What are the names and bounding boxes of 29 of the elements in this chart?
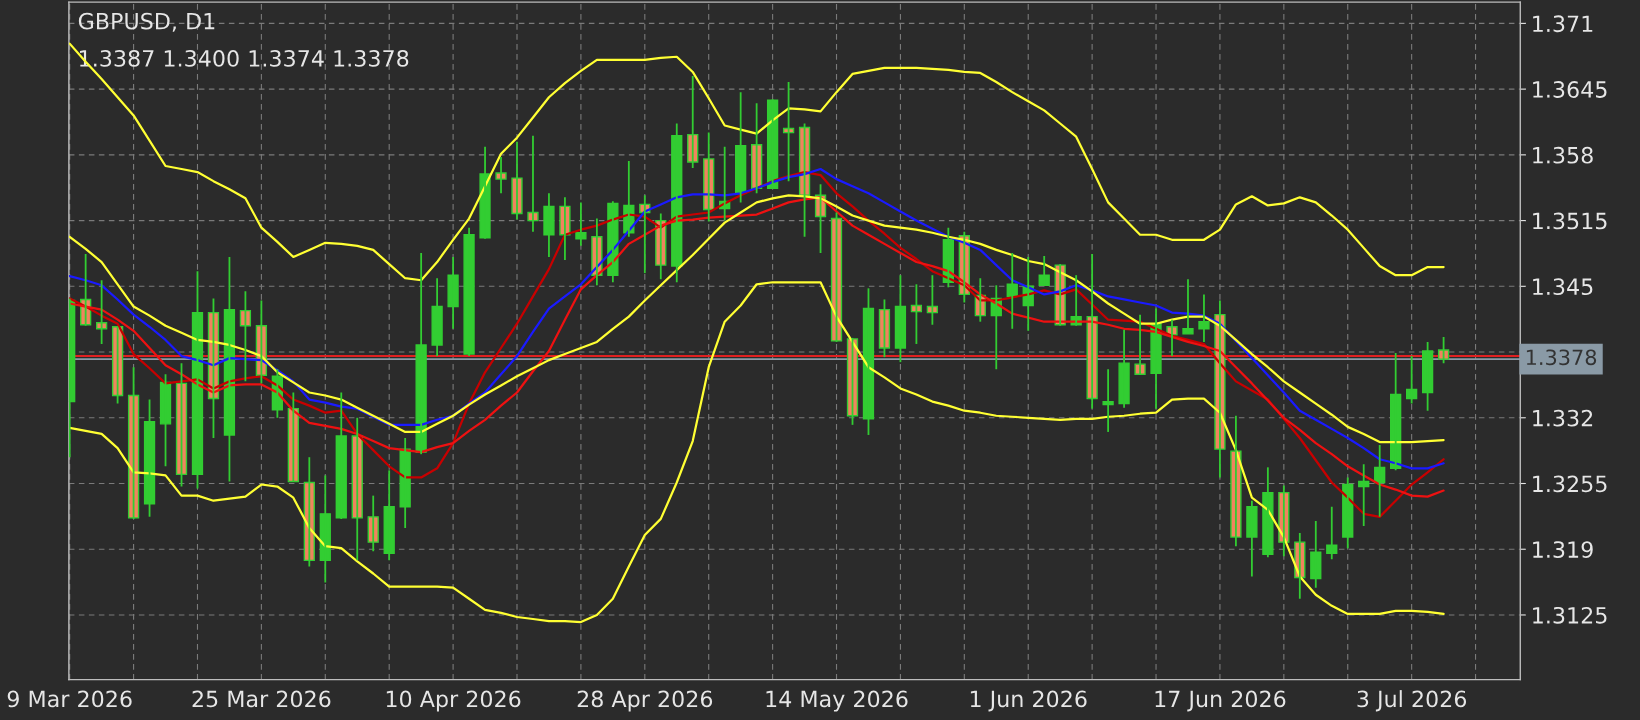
line-series — [68, 281, 1445, 624]
y-tick-label: 1.332 — [1533, 409, 1593, 427]
x-tick-label: 17 Jun 2026 — [1155, 690, 1286, 712]
y-tick-label: 1.319 — [1533, 541, 1593, 558]
chart-title: GBPUSD, D1 — [78, 12, 215, 32]
x-tick-label: 28 Apr 2026 — [577, 690, 713, 712]
candlestick — [495, 155, 507, 195]
y-tick-label: 1.345 — [1533, 278, 1593, 296]
x-tick-label: 1 Jun 2026 — [970, 690, 1087, 712]
candlestick — [1246, 499, 1258, 578]
x-tick-label: 9 Mar 2026 — [7, 690, 132, 708]
candlestick — [1182, 278, 1194, 335]
y-tick-label: 1.358 — [1533, 146, 1593, 164]
candlestick — [447, 256, 459, 330]
y-tick-label: 1.371 — [1533, 15, 1593, 33]
x-tick-label: 14 May 2026 — [766, 690, 908, 712]
candlestick — [1134, 313, 1146, 376]
x-tick-label: 25 Mar 2026 — [192, 690, 331, 708]
candlestick — [511, 140, 523, 221]
x-tick-label: 3 Jul 2026 — [1357, 690, 1467, 712]
x-tick-label: 10 Apr 2026 — [386, 690, 521, 712]
ref-line-label: 1.3378 — [1526, 349, 1597, 366]
line-series — [68, 42, 1445, 282]
y-tick-label: 1.3515 — [1533, 212, 1607, 230]
y-tick-label: 1.3255 — [1533, 475, 1607, 493]
y-tick-label: 1.3125 — [1533, 606, 1607, 624]
candlestick — [1437, 335, 1450, 365]
y-tick-label: 1.3645 — [1533, 81, 1607, 98]
line-series — [68, 194, 1445, 444]
